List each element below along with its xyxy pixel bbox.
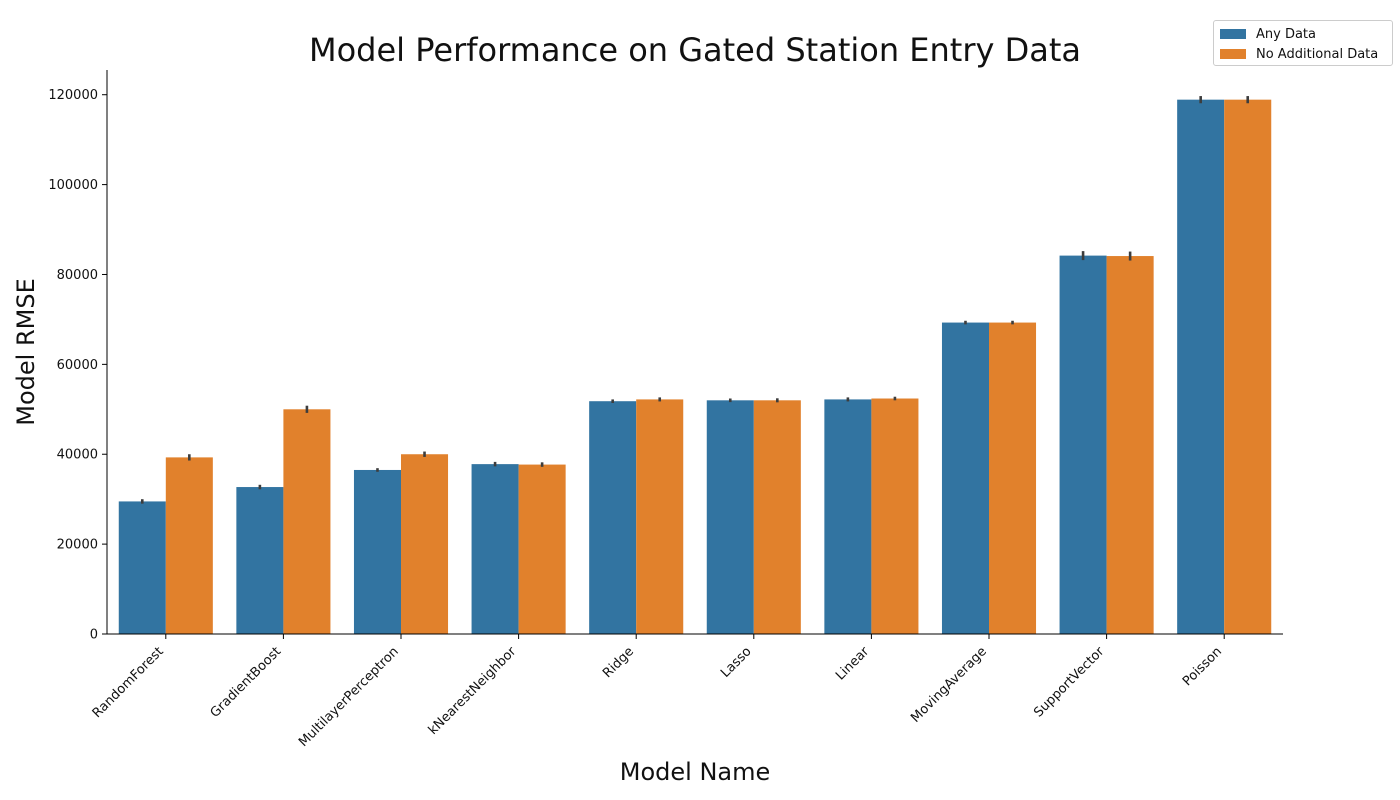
bar-knearestneighbor-any-data (471, 464, 519, 634)
bar-movingaverage-no-additional-data (989, 322, 1037, 634)
y-axis-label: Model RMSE (12, 278, 40, 425)
legend-item-no-additional-data: No Additional Data (1220, 46, 1378, 62)
x-tick-label-supportvector: SupportVector (1031, 644, 1108, 721)
x-tick-label-lasso: Lasso (718, 644, 755, 681)
y-tick-label-40000: 40000 (57, 448, 98, 463)
bar-supportvector-no-additional-data (1106, 256, 1154, 634)
chart-title: Model Performance on Gated Station Entry… (309, 31, 1081, 69)
x-tick-label-movingaverage: MovingAverage (908, 644, 990, 726)
bar-movingaverage-any-data (941, 322, 989, 634)
bars-group (118, 99, 1272, 634)
x-tick-label-linear: Linear (833, 644, 873, 684)
axes-group (106, 70, 1283, 635)
bar-poisson-any-data (1177, 99, 1225, 634)
bar-multilayerperceptron-any-data (353, 469, 401, 634)
legend: Any Data No Additional Data (1213, 20, 1393, 66)
y-tick-label-100000: 100000 (48, 178, 98, 193)
x-tick-label-multilayerperceptron: MultilayerPerceptron (296, 644, 402, 750)
bar-supportvector-any-data (1059, 255, 1107, 634)
x-axis-label: Model Name (620, 758, 771, 786)
y-tick-label-0: 0 (90, 628, 98, 643)
legend-swatch-no-additional-data (1220, 49, 1246, 59)
bar-randomforest-no-additional-data (165, 457, 213, 634)
bar-lasso-any-data (706, 400, 754, 634)
bar-poisson-no-additional-data (1224, 99, 1272, 634)
bar-knearestneighbor-no-additional-data (518, 464, 566, 634)
bar-ridge-no-additional-data (636, 399, 684, 634)
bar-randomforest-any-data (118, 501, 166, 634)
bar-linear-no-additional-data (871, 398, 919, 634)
y-tick-label-60000: 60000 (57, 358, 98, 373)
x-tick-label-gradientboost: GradientBoost (208, 644, 285, 721)
legend-swatch-any-data (1220, 29, 1246, 39)
y-tick-label-20000: 20000 (57, 538, 98, 553)
bar-multilayerperceptron-no-additional-data (401, 454, 449, 634)
x-ticks-group: RandomForest GradientBoost MultilayerPerce… (90, 634, 1225, 750)
x-tick-label-ridge: Ridge (600, 644, 637, 681)
legend-label-no-additional-data: No Additional Data (1256, 46, 1379, 62)
bar-gradientboost-no-additional-data (283, 409, 331, 634)
error-bars-group (140, 96, 1250, 504)
y-ticks-group: 0 20000 40000 60000 80000 100000 120000 (48, 88, 107, 643)
x-tick-label-randomforest: RandomForest (90, 644, 167, 721)
x-tick-label-poisson: Poisson (1180, 644, 1225, 689)
y-tick-label-120000: 120000 (48, 88, 98, 103)
bar-linear-any-data (824, 399, 872, 634)
bar-gradientboost-any-data (236, 487, 284, 634)
bar-ridge-any-data (589, 401, 637, 634)
x-tick-label-knearestneighbor: kNearestNeighbor (426, 644, 520, 738)
legend-item-any-data: Any Data (1220, 26, 1316, 42)
legend-label-any-data: Any Data (1256, 26, 1316, 42)
bar-lasso-no-additional-data (753, 400, 801, 634)
y-tick-label-80000: 80000 (57, 268, 98, 283)
